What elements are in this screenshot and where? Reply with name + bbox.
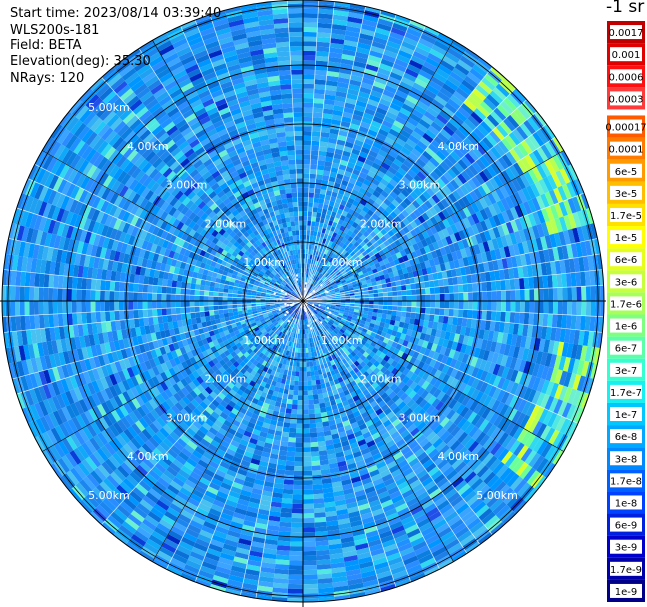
colorbar-label-box xyxy=(610,517,642,532)
colorbar-label-box xyxy=(610,340,642,355)
colorbar-tick-label: 1e-5 xyxy=(615,233,638,244)
ring-label: 4.00km xyxy=(437,450,479,463)
ring-label: 2.00km xyxy=(360,373,402,386)
colorbar-label-box xyxy=(610,207,642,222)
ring-label: 4.00km xyxy=(127,140,169,153)
colorbar-tick-label: 6e-5 xyxy=(615,167,638,178)
azimuth-line xyxy=(152,300,304,562)
colorbar-label-box xyxy=(610,407,642,422)
polar-grid xyxy=(0,0,606,607)
colorbar-label-box xyxy=(610,230,642,245)
colorbar-label-box xyxy=(610,296,642,311)
colorbar-label-box xyxy=(610,119,642,134)
colorbar-tick-label: 1e-7 xyxy=(615,410,638,421)
colorbar-label-box xyxy=(610,25,642,40)
colorbar-tick-label: 6e-6 xyxy=(615,255,638,266)
nrays-text: NRays: 120 xyxy=(10,71,85,86)
colorbar-tick-label: 3e-9 xyxy=(615,543,638,554)
instrument-name: WLS200s-181 xyxy=(10,23,100,38)
azimuth-line xyxy=(302,300,564,452)
ring-label: 1.00km xyxy=(321,256,363,269)
ring-label: 1.00km xyxy=(243,256,285,269)
colorbar-tick-label: 3e-5 xyxy=(615,189,638,200)
colorbar-label-box xyxy=(610,141,642,156)
ring-label: 3.00km xyxy=(399,179,441,192)
colorbar-label-box xyxy=(610,163,642,178)
ring-label: 2.00km xyxy=(360,217,402,230)
colorbar-label-box xyxy=(610,539,642,554)
colorbar-label-box xyxy=(610,451,642,466)
colorbar-tick-label: 1.7e-7 xyxy=(610,388,642,399)
colorbar-tick-label: 1e-9 xyxy=(615,587,638,598)
field-name: Field: BETA xyxy=(10,38,82,53)
colorbar-tick-label: 3e-8 xyxy=(615,454,638,465)
colorbar-tick-label: 1e-8 xyxy=(615,498,638,509)
colorbar-label-box xyxy=(610,318,642,333)
colorbar-tick-label: 1.7e-9 xyxy=(610,565,642,576)
ring-label: 5.00km xyxy=(88,489,130,502)
ring-label: 3.00km xyxy=(399,411,441,424)
colorbar-tick-label: 0.0003 xyxy=(609,94,644,105)
colorbar-tick-label: 1.7e-6 xyxy=(610,299,642,310)
range-ring-labels: 1.00km 1.00km 1.00km 1.00km 2.00km 2.00km 2.00… xyxy=(88,101,518,502)
azimuth-line xyxy=(302,300,454,562)
start-time-text: Start time: 2023/08/14 03:39:40 xyxy=(10,6,222,21)
colorbar-label-box xyxy=(610,384,642,399)
ring-label: 3.00km xyxy=(166,411,208,424)
colorbar-tick-label: 0.0006 xyxy=(609,72,644,83)
colorbar: 0.0017 0.001 0.0006 0.0003 0.00017 0.0001 6e-5… xyxy=(605,21,647,602)
ring-label: 3.00km xyxy=(166,179,208,192)
azimuth-line xyxy=(152,40,304,302)
ring-label: 4.00km xyxy=(437,140,479,153)
colorbar-tick-label: 3e-6 xyxy=(615,277,638,288)
ring-label: 2.00km xyxy=(205,217,247,230)
ring-label: 1.00km xyxy=(321,334,363,347)
azimuth-line xyxy=(42,300,304,452)
ring-label: 2.00km xyxy=(205,373,247,386)
colorbar-label-box xyxy=(610,561,642,576)
colorbar-tick-label: 6e-8 xyxy=(615,432,638,443)
colorbar-tick-label: 0.0017 xyxy=(609,28,644,39)
colorbar-tick-label: 0.001 xyxy=(612,50,641,61)
colorbar-tick-label: 1.7e-8 xyxy=(610,476,642,487)
colorbar-label-box xyxy=(610,252,642,267)
colorbar-tick-label: 3e-7 xyxy=(615,366,638,377)
colorbar-label-box xyxy=(610,429,642,444)
elevation-text: Elevation(deg): 35.30 xyxy=(10,54,151,69)
colorbar-tick-label: 0.0001 xyxy=(609,145,644,156)
ring-label: 4.00km xyxy=(127,450,169,463)
azimuth-line xyxy=(302,40,454,302)
colorbar-label-box xyxy=(610,274,642,289)
colorbar-label-box xyxy=(610,362,642,377)
colorbar-tick-label: 6e-7 xyxy=(615,344,638,355)
colorbar-label-box xyxy=(610,69,642,84)
colorbar-label-box xyxy=(610,185,642,200)
colorbar-unit-label: -1 sr xyxy=(606,0,645,17)
colorbar-tick-label: 0.00017 xyxy=(605,123,646,134)
colorbar-label-box xyxy=(610,473,642,488)
ring-label: 5.00km xyxy=(88,101,130,114)
azimuth-line xyxy=(42,150,304,302)
colorbar-label-box xyxy=(610,583,642,598)
colorbar-tick-label: 1.7e-5 xyxy=(610,211,642,222)
ring-label: 5.00km xyxy=(476,489,518,502)
colorbar-label-box xyxy=(610,47,642,62)
colorbar-label-box xyxy=(610,91,642,106)
ring-label: 1.00km xyxy=(243,334,285,347)
azimuth-line xyxy=(302,150,564,302)
colorbar-tick-label: 6e-9 xyxy=(615,521,638,532)
colorbar-tick-label: 1e-6 xyxy=(615,322,638,333)
colorbar-label-box xyxy=(610,495,642,510)
